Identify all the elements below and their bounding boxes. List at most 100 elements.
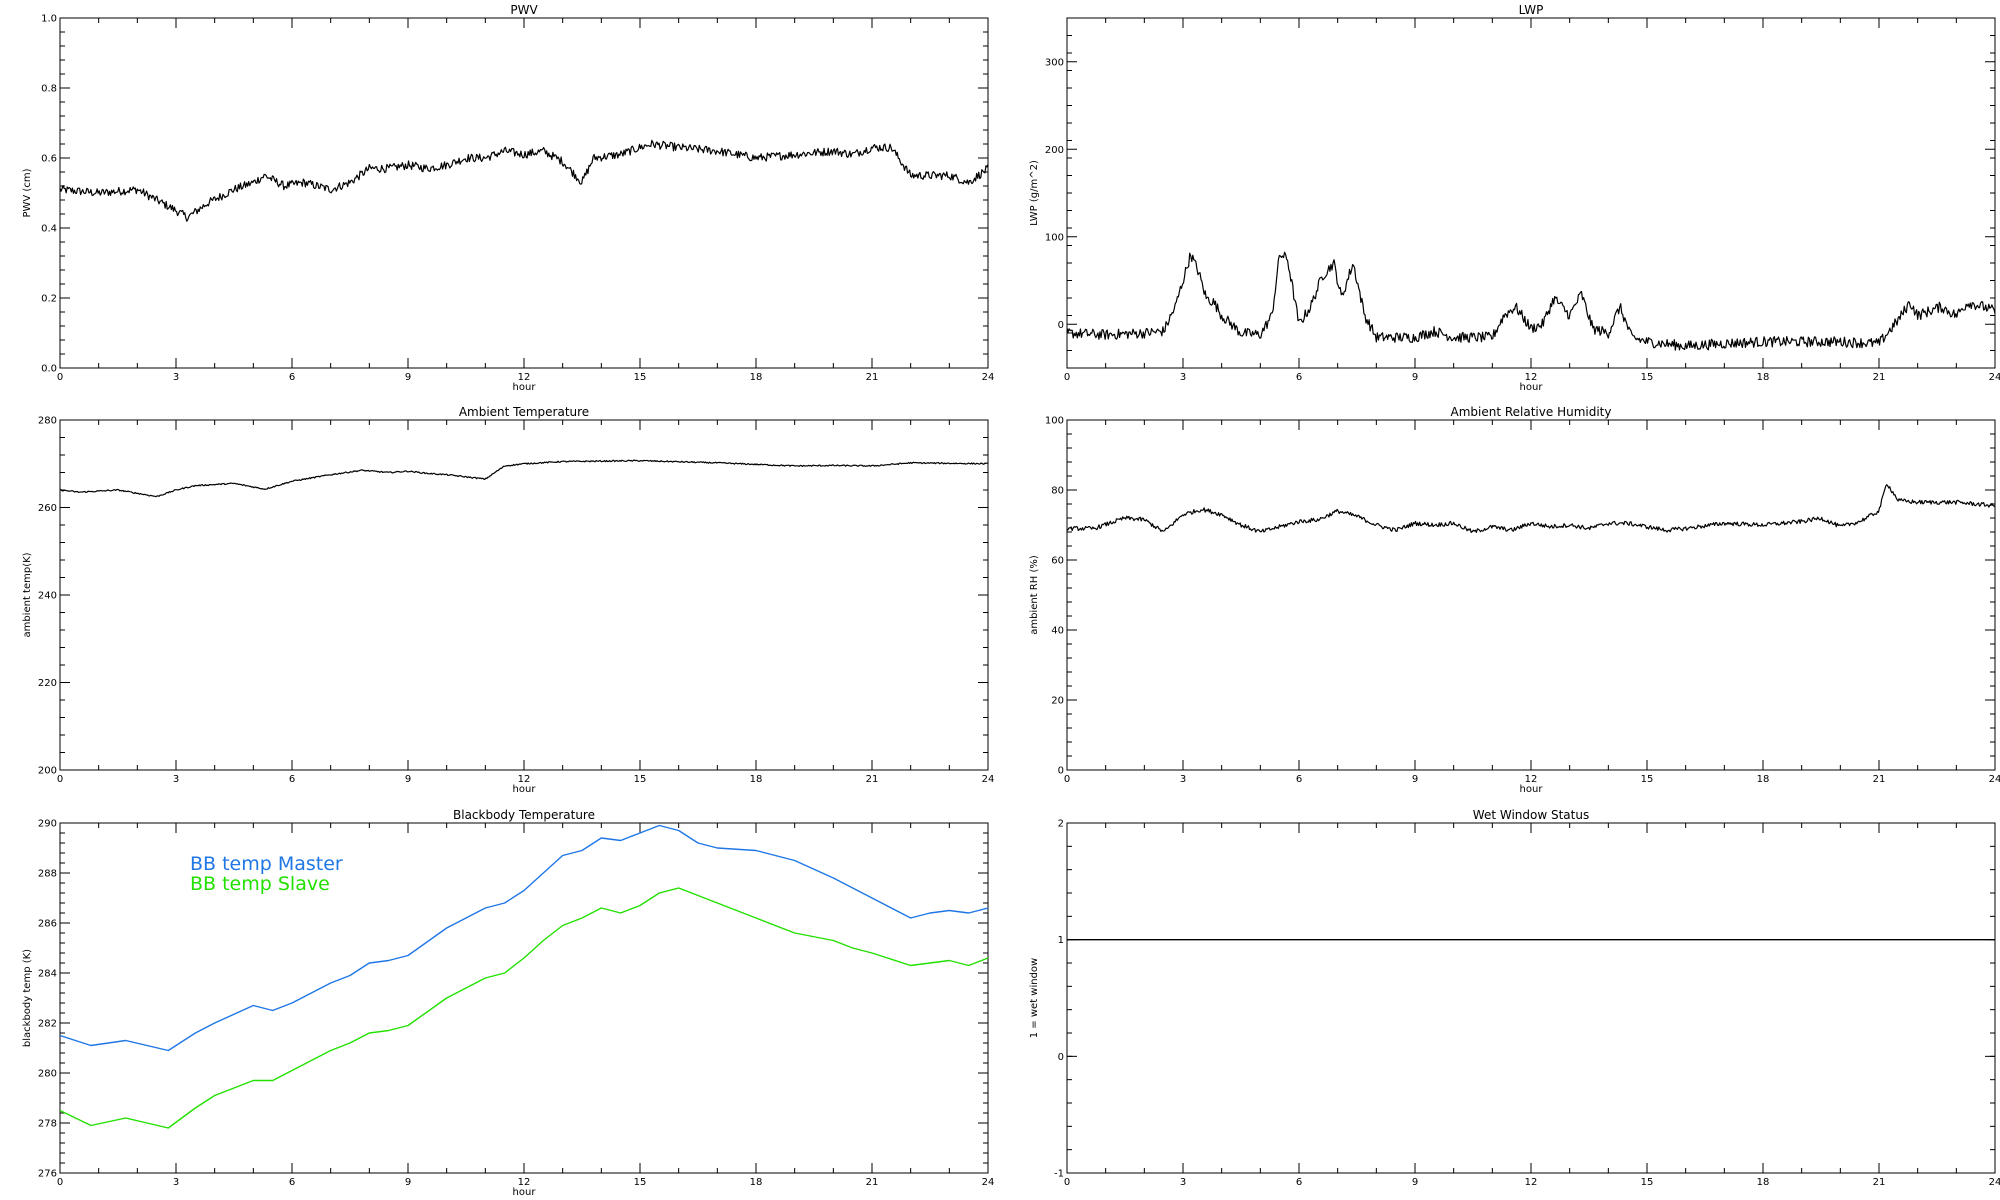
y-axis-label: LWP (g/m^2) (1029, 160, 1040, 226)
panel-pwv: PWV 0 3 6 9 12 15 18 21 24 0.0 0.2 0.4 0.6 0.8 1.0 hour P… (22, 3, 994, 393)
x-tick-label: 18 (1757, 774, 1770, 785)
y-tick-label: 0.8 (41, 84, 57, 95)
x-tick-label: 18 (750, 774, 763, 785)
x-tick-label: 9 (405, 372, 411, 383)
y-tick-label: 290 (38, 819, 57, 830)
x-tick-label: 3 (1180, 774, 1186, 785)
series-line-0 (60, 459, 988, 498)
x-tick-label: 0 (1064, 1177, 1070, 1188)
x-tick-label: 3 (1180, 372, 1186, 383)
x-tick-label: 3 (173, 1177, 179, 1188)
x-tick-label: 3 (1180, 1177, 1186, 1188)
y-axis-label: 1 = wet window (1029, 958, 1040, 1038)
x-tick-label: 0 (1064, 774, 1070, 785)
y-tick-label: 200 (1045, 145, 1064, 156)
x-axis-label: hour (1520, 382, 1544, 393)
y-tick-label: 80 (1051, 486, 1064, 497)
y-tick-label: 220 (38, 678, 57, 689)
panel-lwp: LWP 0 3 6 9 12 15 18 21 24 0 100 200 300 hour LWP (g/m^… (1029, 3, 2000, 393)
y-tick-label: 0 (1058, 1052, 1064, 1063)
y-tick-label: 0.0 (41, 364, 57, 375)
y-tick-label: 280 (38, 1069, 57, 1080)
x-tick-label: 15 (1641, 774, 1654, 785)
y-tick-label: 0.4 (41, 224, 57, 235)
x-tick-label: 6 (1296, 774, 1302, 785)
panel-ambient-rh: Ambient Relative Humidity 0 3 6 9 12 15 18 21 24 0… (1029, 405, 2000, 795)
panel-title: Ambient Temperature (459, 405, 589, 419)
x-tick-label: 15 (634, 1177, 647, 1188)
x-tick-label: 0 (1064, 372, 1070, 383)
x-tick-label: 24 (982, 1177, 995, 1188)
x-axis-label: hour (513, 382, 537, 393)
x-tick-label: 12 (1525, 774, 1538, 785)
y-axis-label: ambient RH (%) (1029, 555, 1040, 635)
y-tick-label: 286 (38, 919, 57, 930)
panel-title: PWV (510, 3, 538, 17)
x-tick-label: 15 (634, 774, 647, 785)
y-tick-label: 1.0 (41, 14, 57, 25)
x-tick-label: 24 (982, 774, 995, 785)
y-axis-label: PWV (cm) (22, 168, 33, 217)
x-tick-label: 18 (1757, 372, 1770, 383)
y-tick-label: 0 (1058, 766, 1064, 777)
x-tick-label: 9 (1412, 774, 1418, 785)
y-tick-label: 100 (1045, 232, 1064, 243)
x-tick-label: 9 (405, 774, 411, 785)
x-tick-label: 21 (1873, 1177, 1886, 1188)
x-tick-label: 6 (289, 1177, 295, 1188)
x-tick-label: 21 (1873, 774, 1886, 785)
y-tick-label: 260 (38, 503, 57, 514)
x-tick-label: 0 (57, 372, 63, 383)
series-line-0 (1067, 251, 1995, 351)
x-tick-label: 12 (518, 774, 531, 785)
y-tick-label: 100 (1045, 416, 1064, 427)
y-axis-label: ambient temp(K) (22, 552, 33, 637)
x-tick-label: 6 (289, 774, 295, 785)
panel-title: Blackbody Temperature (453, 808, 595, 822)
x-tick-label: 0 (57, 1177, 63, 1188)
x-tick-label: 12 (1525, 1177, 1538, 1188)
x-tick-label: 12 (518, 372, 531, 383)
panel-title: Wet Window Status (1473, 808, 1589, 822)
y-tick-label: 20 (1051, 696, 1064, 707)
x-tick-label: 21 (866, 774, 879, 785)
x-tick-label: 21 (866, 372, 879, 383)
x-tick-label: 18 (750, 372, 763, 383)
x-tick-label: 15 (634, 372, 647, 383)
x-tick-label: 0 (57, 774, 63, 785)
y-tick-label: 278 (38, 1119, 57, 1130)
x-tick-label: 15 (1641, 1177, 1654, 1188)
y-tick-label: 0 (1058, 320, 1064, 331)
y-tick-label: 284 (38, 969, 57, 980)
x-tick-label: 9 (405, 1177, 411, 1188)
y-tick-label: 288 (38, 869, 57, 880)
y-tick-label: 60 (1051, 556, 1064, 567)
y-tick-label: 40 (1051, 626, 1064, 637)
y-tick-label: 276 (38, 1169, 57, 1180)
x-tick-label: 18 (1757, 1177, 1770, 1188)
y-tick-label: 300 (1045, 57, 1064, 68)
x-tick-label: 3 (173, 372, 179, 383)
y-tick-label: 280 (38, 416, 57, 427)
x-tick-label: 12 (518, 1177, 531, 1188)
legend-entry: BB temp Master (190, 853, 343, 875)
x-axis-label: hour (1520, 784, 1544, 795)
panel-ambient-temp: Ambient Temperature 0 3 6 9 12 15 18 21 24 200 220 2… (22, 405, 994, 795)
x-tick-label: 3 (173, 774, 179, 785)
panel-title: LWP (1519, 3, 1544, 17)
x-axis-label: hour (513, 784, 537, 795)
series-line-0 (60, 139, 988, 222)
y-tick-label: -1 (1054, 1169, 1064, 1180)
y-tick-label: 0.2 (41, 294, 57, 305)
x-tick-label: 21 (1873, 372, 1886, 383)
x-tick-label: 15 (1641, 372, 1654, 383)
panel-bb-temp: Blackbody Temperature 0 3 6 9 12 15 18 21 24 276 27… (22, 808, 994, 1198)
legend-entry: BB temp Slave (190, 873, 330, 895)
y-tick-label: 200 (38, 766, 57, 777)
x-tick-label: 6 (289, 372, 295, 383)
x-tick-label: 24 (1989, 372, 2000, 383)
y-tick-label: 2 (1058, 819, 1064, 830)
x-tick-label: 24 (1989, 774, 2000, 785)
x-axis-label: hour (513, 1187, 537, 1198)
